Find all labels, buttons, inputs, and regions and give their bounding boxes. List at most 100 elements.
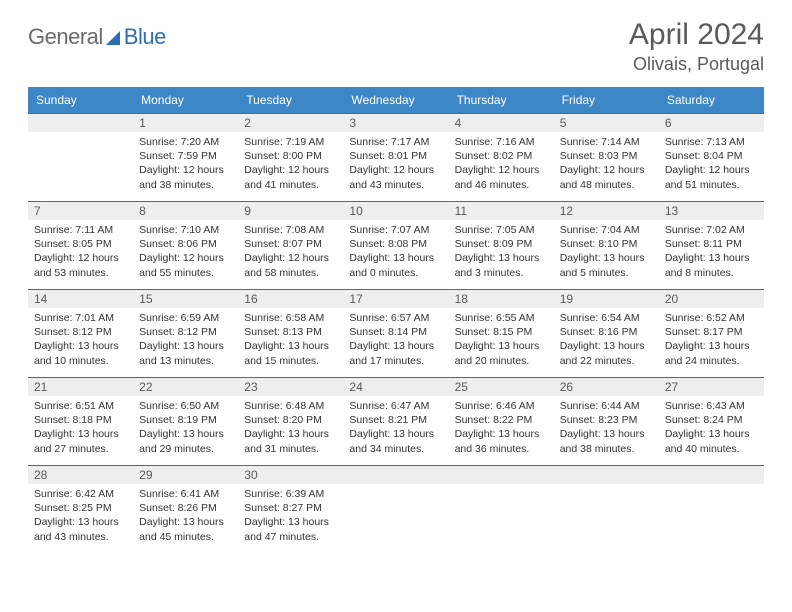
- sunset-text: Sunset: 8:27 PM: [244, 501, 337, 515]
- daylight-text-line2: and 20 minutes.: [455, 354, 548, 368]
- day-number-empty: [659, 466, 764, 484]
- calendar-week-row: 28Sunrise: 6:42 AMSunset: 8:25 PMDayligh…: [28, 466, 764, 554]
- day-details: Sunrise: 7:07 AMSunset: 8:08 PMDaylight:…: [343, 220, 448, 286]
- sunrise-text: Sunrise: 6:50 AM: [139, 399, 232, 413]
- calendar-day-cell: 2Sunrise: 7:19 AMSunset: 8:00 PMDaylight…: [238, 114, 343, 202]
- daylight-text-line1: Daylight: 13 hours: [455, 251, 548, 265]
- sunrise-text: Sunrise: 7:02 AM: [665, 223, 758, 237]
- calendar-day-cell: 6Sunrise: 7:13 AMSunset: 8:04 PMDaylight…: [659, 114, 764, 202]
- sunrise-text: Sunrise: 7:17 AM: [349, 135, 442, 149]
- sunset-text: Sunset: 8:24 PM: [665, 413, 758, 427]
- calendar-day-cell: 19Sunrise: 6:54 AMSunset: 8:16 PMDayligh…: [554, 290, 659, 378]
- sunset-text: Sunset: 8:12 PM: [34, 325, 127, 339]
- sunset-text: Sunset: 8:13 PM: [244, 325, 337, 339]
- sunset-text: Sunset: 8:17 PM: [665, 325, 758, 339]
- day-details: Sunrise: 6:54 AMSunset: 8:16 PMDaylight:…: [554, 308, 659, 374]
- page-header: General Blue April 2024 Olivais, Portuga…: [28, 18, 764, 75]
- daylight-text-line2: and 8 minutes.: [665, 266, 758, 280]
- weekday-header: Thursday: [449, 87, 554, 114]
- calendar-day-cell: 4Sunrise: 7:16 AMSunset: 8:02 PMDaylight…: [449, 114, 554, 202]
- daylight-text-line2: and 48 minutes.: [560, 178, 653, 192]
- daylight-text-line2: and 40 minutes.: [665, 442, 758, 456]
- sunset-text: Sunset: 8:10 PM: [560, 237, 653, 251]
- calendar-day-cell: [659, 466, 764, 554]
- calendar-day-cell: 20Sunrise: 6:52 AMSunset: 8:17 PMDayligh…: [659, 290, 764, 378]
- day-details: Sunrise: 7:08 AMSunset: 8:07 PMDaylight:…: [238, 220, 343, 286]
- day-number: 22: [133, 378, 238, 396]
- day-details: Sunrise: 7:13 AMSunset: 8:04 PMDaylight:…: [659, 132, 764, 198]
- day-details: Sunrise: 6:59 AMSunset: 8:12 PMDaylight:…: [133, 308, 238, 374]
- calendar-day-cell: 11Sunrise: 7:05 AMSunset: 8:09 PMDayligh…: [449, 202, 554, 290]
- day-details: Sunrise: 6:42 AMSunset: 8:25 PMDaylight:…: [28, 484, 133, 550]
- logo-triangle-icon: [106, 31, 120, 45]
- daylight-text-line1: Daylight: 13 hours: [34, 427, 127, 441]
- daylight-text-line1: Daylight: 13 hours: [139, 339, 232, 353]
- daylight-text-line2: and 51 minutes.: [665, 178, 758, 192]
- sunset-text: Sunset: 8:21 PM: [349, 413, 442, 427]
- sunset-text: Sunset: 8:22 PM: [455, 413, 548, 427]
- daylight-text-line2: and 0 minutes.: [349, 266, 442, 280]
- daylight-text-line1: Daylight: 13 hours: [455, 339, 548, 353]
- day-number: 12: [554, 202, 659, 220]
- calendar-day-cell: 24Sunrise: 6:47 AMSunset: 8:21 PMDayligh…: [343, 378, 448, 466]
- calendar-header-row: Sunday Monday Tuesday Wednesday Thursday…: [28, 87, 764, 114]
- daylight-text-line1: Daylight: 13 hours: [139, 515, 232, 529]
- daylight-text-line2: and 45 minutes.: [139, 530, 232, 544]
- daylight-text-line1: Daylight: 12 hours: [244, 163, 337, 177]
- day-details: Sunrise: 7:14 AMSunset: 8:03 PMDaylight:…: [554, 132, 659, 198]
- day-number: 23: [238, 378, 343, 396]
- weekday-header: Saturday: [659, 87, 764, 114]
- day-number: 8: [133, 202, 238, 220]
- day-details: Sunrise: 6:47 AMSunset: 8:21 PMDaylight:…: [343, 396, 448, 462]
- calendar-day-cell: 29Sunrise: 6:41 AMSunset: 8:26 PMDayligh…: [133, 466, 238, 554]
- calendar-day-cell: 8 Sunrise: 7:10 AMSunset: 8:06 PMDaylight…: [133, 202, 238, 290]
- day-number: 7: [28, 202, 133, 220]
- day-number: 28: [28, 466, 133, 484]
- weekday-header: Monday: [133, 87, 238, 114]
- sunrise-text: Sunrise: 7:13 AM: [665, 135, 758, 149]
- sunrise-text: Sunrise: 6:43 AM: [665, 399, 758, 413]
- daylight-text-line2: and 34 minutes.: [349, 442, 442, 456]
- daylight-text-line2: and 43 minutes.: [349, 178, 442, 192]
- daylight-text-line2: and 53 minutes.: [34, 266, 127, 280]
- sunrise-text: Sunrise: 7:10 AM: [139, 223, 232, 237]
- sunrise-text: Sunrise: 6:52 AM: [665, 311, 758, 325]
- daylight-text-line1: Daylight: 13 hours: [34, 339, 127, 353]
- calendar-day-cell: 23Sunrise: 6:48 AMSunset: 8:20 PMDayligh…: [238, 378, 343, 466]
- sunset-text: Sunset: 8:25 PM: [34, 501, 127, 515]
- daylight-text-line1: Daylight: 12 hours: [349, 163, 442, 177]
- daylight-text-line2: and 22 minutes.: [560, 354, 653, 368]
- day-details: Sunrise: 6:43 AMSunset: 8:24 PMDaylight:…: [659, 396, 764, 462]
- day-number: 29: [133, 466, 238, 484]
- calendar-day-cell: 7Sunrise: 7:11 AMSunset: 8:05 PMDaylight…: [28, 202, 133, 290]
- day-number-empty: [343, 466, 448, 484]
- sunset-text: Sunset: 8:26 PM: [139, 501, 232, 515]
- day-number: 11: [449, 202, 554, 220]
- sunrise-text: Sunrise: 7:11 AM: [34, 223, 127, 237]
- weekday-header: Friday: [554, 87, 659, 114]
- day-number: 13: [659, 202, 764, 220]
- day-number: 19: [554, 290, 659, 308]
- calendar-day-cell: 9Sunrise: 7:08 AMSunset: 8:07 PMDaylight…: [238, 202, 343, 290]
- sunset-text: Sunset: 8:05 PM: [34, 237, 127, 251]
- daylight-text-line2: and 43 minutes.: [34, 530, 127, 544]
- day-details: Sunrise: 6:52 AMSunset: 8:17 PMDaylight:…: [659, 308, 764, 374]
- calendar-day-cell: [343, 466, 448, 554]
- sunset-text: Sunset: 8:11 PM: [665, 237, 758, 251]
- calendar-day-cell: 5Sunrise: 7:14 AMSunset: 8:03 PMDaylight…: [554, 114, 659, 202]
- daylight-text-line2: and 10 minutes.: [34, 354, 127, 368]
- calendar-day-cell: 13Sunrise: 7:02 AMSunset: 8:11 PMDayligh…: [659, 202, 764, 290]
- sunset-text: Sunset: 8:08 PM: [349, 237, 442, 251]
- weekday-header: Wednesday: [343, 87, 448, 114]
- calendar-day-cell: 26Sunrise: 6:44 AMSunset: 8:23 PMDayligh…: [554, 378, 659, 466]
- daylight-text-line1: Daylight: 13 hours: [139, 427, 232, 441]
- day-number: 5: [554, 114, 659, 132]
- daylight-text-line1: Daylight: 13 hours: [244, 427, 337, 441]
- daylight-text-line1: Daylight: 13 hours: [349, 339, 442, 353]
- sunset-text: Sunset: 8:23 PM: [560, 413, 653, 427]
- day-number: 1: [133, 114, 238, 132]
- sunrise-text: Sunrise: 6:55 AM: [455, 311, 548, 325]
- sunset-text: Sunset: 8:06 PM: [139, 237, 232, 251]
- daylight-text-line1: Daylight: 12 hours: [139, 251, 232, 265]
- page-title: April 2024: [629, 18, 764, 52]
